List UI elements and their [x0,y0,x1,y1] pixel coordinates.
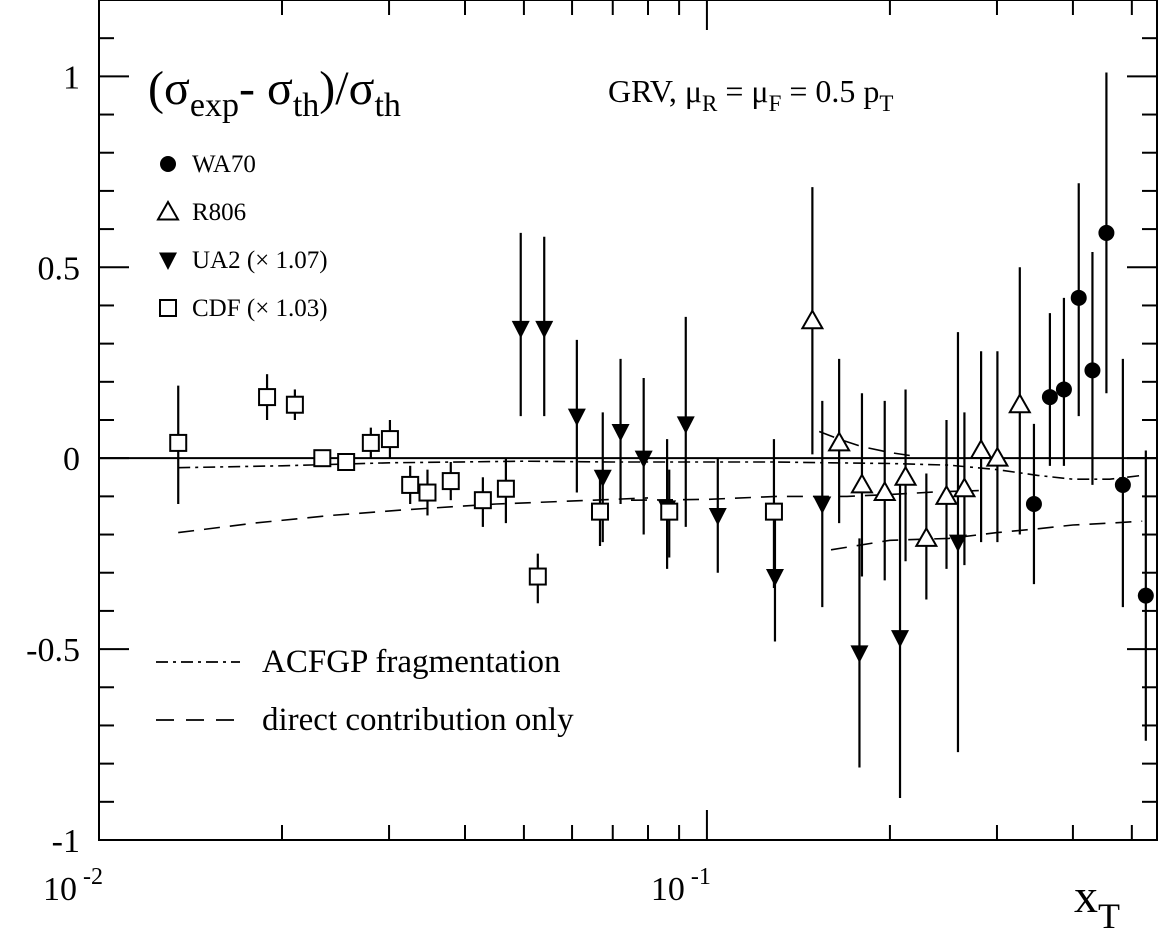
ua2-point [511,320,530,339]
x-tick-label: 10 -2 [43,864,103,908]
wa70-point [1055,381,1072,398]
legend-marker [159,252,177,270]
cdf-point [337,453,356,471]
direct-curve [830,520,1143,551]
legend-label: CDF (× 1.03) [192,295,328,322]
ua2-point [535,320,554,339]
r806-point [850,472,874,494]
r806-point [985,446,1010,467]
ua2-point [948,534,967,553]
y-tick-label: -0.5 [26,632,80,669]
cdf-point [401,475,420,494]
wa70-point [1025,496,1042,512]
curve-legend: ACFGP fragmentation direct contribution o… [156,644,574,738]
ua2-point [593,469,612,488]
cdf-point [764,502,783,521]
cdf-point [418,483,437,502]
x-axis-label: xT [1074,870,1120,936]
cdf-point [441,472,460,491]
ua2-point [676,416,695,434]
r806-point [969,438,993,460]
legend-label: WA70 [192,151,256,178]
legend-marker [160,156,176,172]
ua2-point [708,507,727,526]
r806-point [952,476,977,498]
y-tick-label: 1 [63,59,80,96]
legend-label: R806 [192,199,246,226]
r806-point [800,308,825,330]
legend-marker [159,299,177,317]
ua2-point [765,569,784,587]
legend: WA70 R806 UA2 (× 1.07) CDF (× 1.03) [156,151,328,322]
ua2-point [611,423,630,442]
r806-point [934,484,959,505]
wa70-point [1070,289,1087,306]
ua2-point [634,450,653,469]
direct-curve [630,489,979,501]
r806-point [1008,392,1032,414]
y-tick-labels: 1 0.5 0 -0.5 -1 [26,59,80,860]
cdf-point [380,430,399,449]
legend-label: UA2 (× 1.07) [192,247,328,274]
legend-marker [156,199,180,221]
ua2-point [567,408,586,427]
wa70-point [1041,389,1058,406]
y-tick-label: 0 [63,441,80,478]
r806-point [827,430,851,452]
wa70-point [1098,224,1115,241]
ua2-point [891,630,910,648]
model-annotation: GRV, μR = μF = 0.5 pT [608,73,893,116]
x-tick-label: 10 -1 [651,864,711,908]
curve-legend-label: direct contribution only [262,702,574,738]
cdf-point [473,491,492,510]
cdf-point [528,567,547,586]
cdf-point [496,479,515,498]
ua2-point [813,496,832,514]
wa70-point [1084,362,1101,379]
chart-title: (σexp- σth)/σth [148,62,401,124]
cdf-point [258,388,277,407]
cdf-point [285,395,304,414]
curve-legend-label: ACFGP fragmentation [262,644,561,680]
direct-curve [818,430,916,458]
x-tick-labels: 10 -2 10 -1 [43,864,711,908]
wa70-point [1114,476,1131,493]
cdf-point [313,449,332,468]
curves [178,430,1143,551]
y-tick-label: 0.5 [38,250,81,287]
ua2-point [850,645,869,663]
cdf-point [169,433,188,452]
direct-curve [178,497,649,534]
wa70-point [1137,587,1154,604]
cdf-point [361,433,380,452]
data-points [169,72,1154,798]
y-tick-label: -1 [52,823,80,860]
cdf-point [660,502,679,521]
r806-point [914,526,939,547]
r806-point [893,465,918,486]
acfgp-curve [178,460,1143,481]
cdf-point [591,502,610,521]
r806-point [872,480,897,502]
